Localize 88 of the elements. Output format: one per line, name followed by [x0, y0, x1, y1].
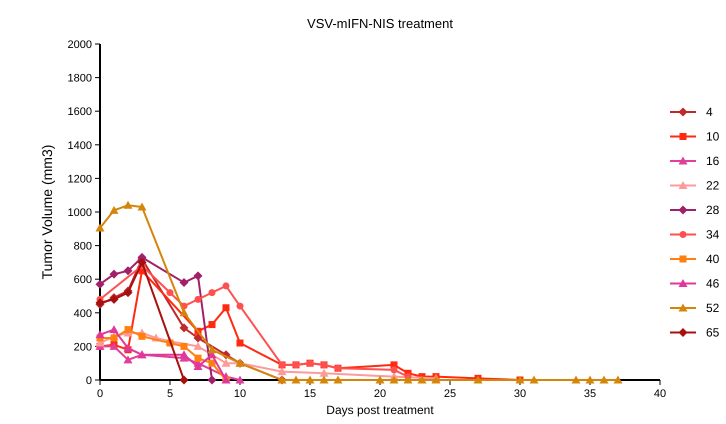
point [180, 308, 188, 316]
point [194, 362, 202, 370]
y-tick-label: 2000 [68, 39, 92, 51]
y-tick-label: 1800 [68, 72, 92, 85]
point [138, 332, 146, 340]
point [124, 200, 132, 209]
point [278, 367, 286, 376]
y-tick-label: 200 [74, 341, 92, 354]
point [194, 271, 202, 280]
point [306, 376, 314, 384]
point [110, 334, 118, 342]
point [530, 376, 538, 384]
y-tick-label: 1200 [68, 173, 92, 186]
point [208, 321, 216, 328]
legend-label: 65 [706, 326, 720, 340]
legend-label: 10 [706, 130, 720, 144]
legend-label: 22 [706, 178, 720, 192]
x-tick-label: 0 [96, 388, 104, 400]
x-tick-label: 35 [584, 388, 596, 400]
y-tick-label: 1400 [68, 140, 92, 152]
point [124, 355, 132, 364]
point [222, 304, 230, 312]
legend-label: 16 [706, 154, 720, 168]
point [194, 342, 202, 350]
point [96, 330, 104, 338]
x-tick-label: 40 [654, 388, 666, 400]
point [166, 289, 174, 296]
y-tick-label: 600 [74, 274, 92, 286]
y-tick-label: 1000 [68, 207, 92, 219]
point [600, 376, 608, 384]
point [180, 376, 188, 384]
point [124, 266, 132, 276]
point [124, 344, 132, 352]
point [614, 376, 622, 384]
y-tick-label: 0 [86, 375, 92, 387]
point [390, 366, 398, 374]
legend-label: 46 [706, 276, 720, 290]
legend-label: 52 [706, 301, 720, 315]
point [208, 345, 216, 354]
x-tick-label: 10 [234, 388, 246, 400]
point [110, 325, 118, 334]
point [96, 223, 104, 232]
point [180, 342, 188, 350]
point [334, 376, 342, 384]
point [180, 278, 188, 288]
x-tick-label: 30 [514, 388, 526, 400]
legend-label: 34 [706, 228, 720, 242]
point [124, 326, 132, 334]
point [236, 302, 244, 310]
point [194, 334, 202, 342]
x-tick-label: 20 [374, 388, 386, 400]
point [586, 376, 594, 384]
chart-title: VSV-mIFN-NIS treatment [307, 16, 454, 31]
point [96, 280, 104, 289]
point [320, 368, 328, 377]
point [222, 282, 230, 290]
point [572, 376, 580, 384]
x-tick-label: 25 [444, 388, 456, 400]
point [180, 323, 188, 332]
point [180, 350, 188, 358]
point [292, 376, 300, 384]
y-tick-label: 400 [74, 308, 92, 320]
point [194, 296, 202, 303]
x-tick-label: 15 [304, 388, 316, 400]
legend-label: 40 [706, 252, 720, 266]
point [320, 376, 328, 384]
point [390, 376, 398, 384]
point [110, 270, 118, 279]
y-tick-label: 1600 [68, 106, 92, 118]
y-axis-title: Tumor Volume (mm3) [39, 144, 55, 280]
point [208, 360, 216, 367]
y-tick-label: 800 [74, 240, 92, 253]
point [194, 354, 202, 362]
point [138, 258, 146, 267]
point [236, 340, 244, 347]
legend-label: 4 [706, 105, 713, 119]
point [208, 289, 216, 296]
point [222, 358, 230, 367]
point [404, 376, 412, 384]
point [138, 202, 146, 210]
x-axis-title: Days post treatment [326, 403, 434, 417]
point [208, 376, 216, 384]
x-tick-label: 5 [166, 388, 174, 400]
point [418, 376, 426, 384]
point [236, 376, 244, 384]
legend-label: 28 [706, 203, 720, 217]
point [110, 206, 118, 214]
point [376, 376, 384, 384]
